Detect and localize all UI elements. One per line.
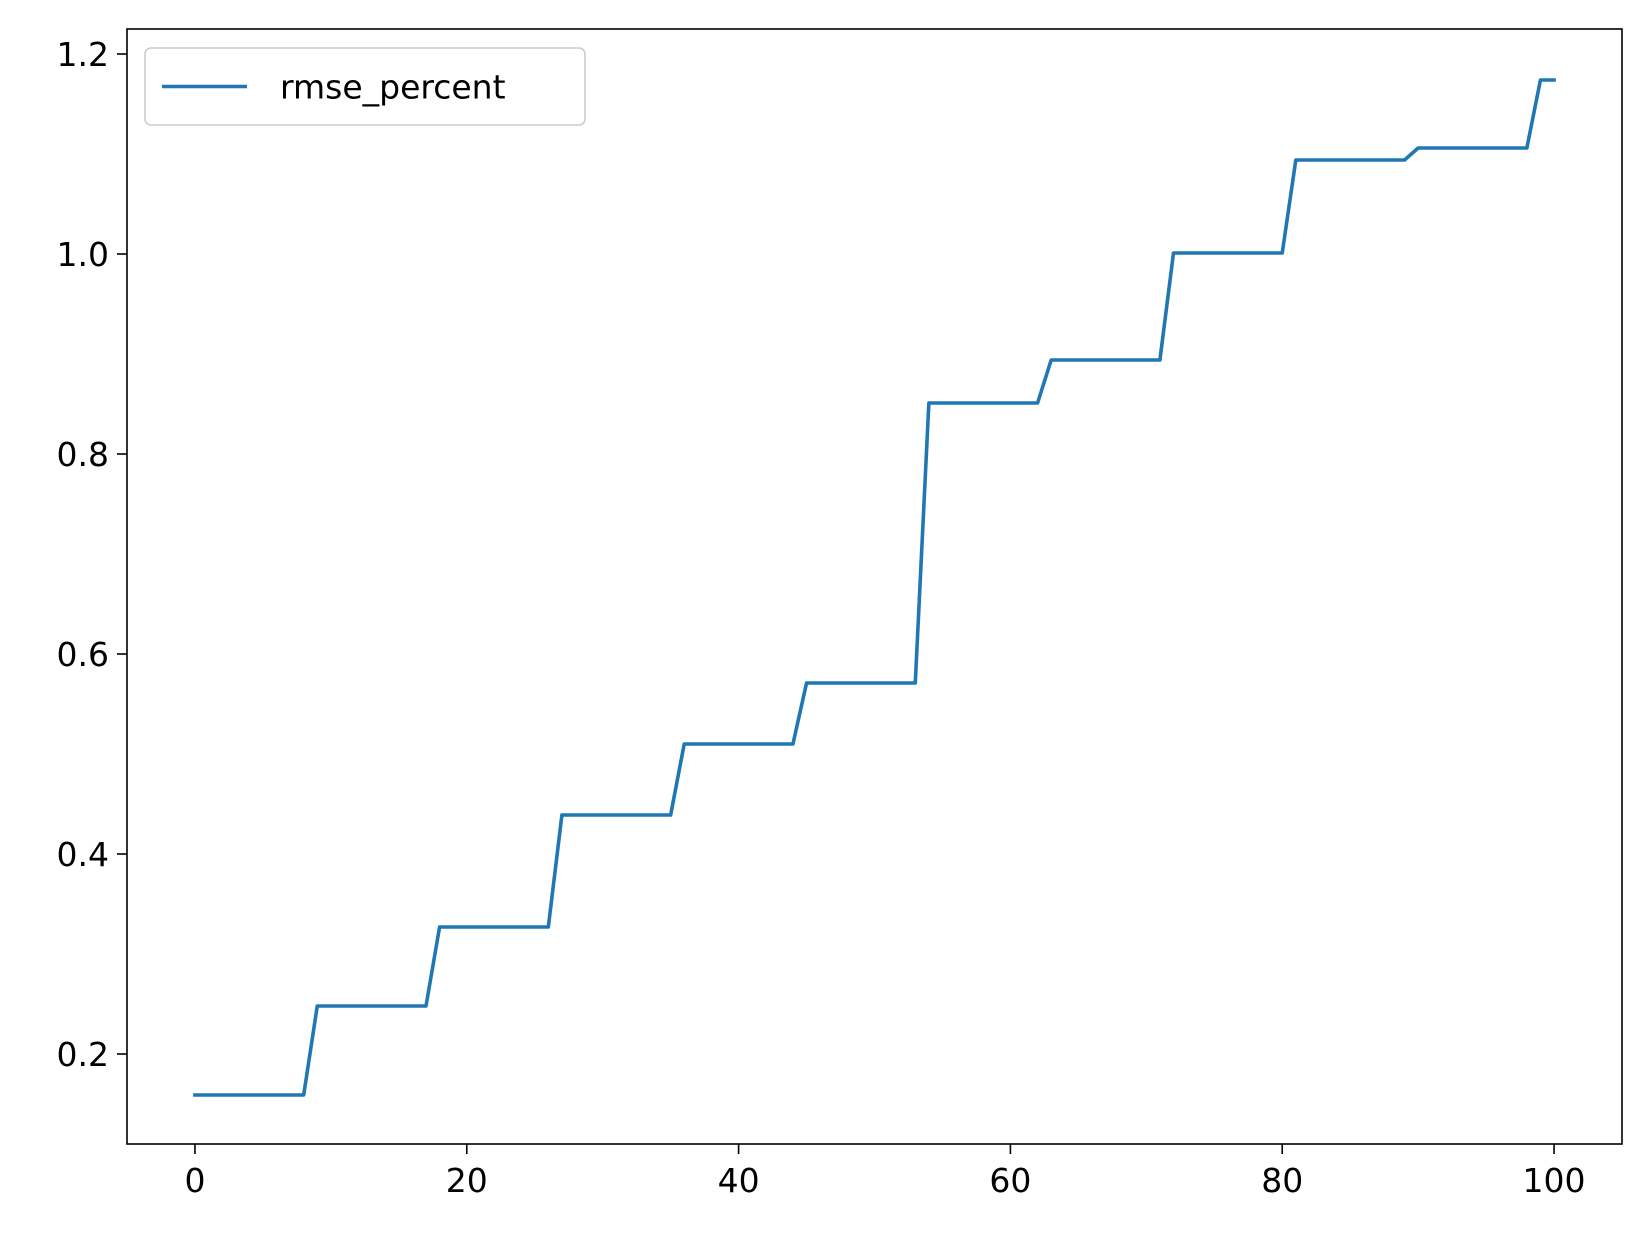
x-tick-label: 0 bbox=[184, 1161, 205, 1200]
x-tick-label: 60 bbox=[989, 1161, 1031, 1200]
legend: rmse_percent bbox=[144, 47, 586, 126]
x-tick-label: 100 bbox=[1523, 1161, 1586, 1200]
y-axis: 0.2 0.4 0.6 0.8 1.0 1.2 bbox=[57, 35, 127, 1074]
y-tick-label: 0.6 bbox=[57, 635, 109, 674]
legend-label: rmse_percent bbox=[280, 68, 506, 107]
x-tick-label: 80 bbox=[1261, 1161, 1303, 1200]
x-tick-label: 20 bbox=[446, 1161, 488, 1200]
y-tick-label: 1.0 bbox=[57, 235, 109, 274]
x-axis: 0 20 40 60 80 100 bbox=[184, 1144, 1586, 1200]
axes-frame bbox=[126, 28, 1623, 1145]
series-layer bbox=[193, 78, 1556, 1097]
y-tick-label: 0.4 bbox=[57, 835, 109, 874]
y-tick-label: 0.8 bbox=[57, 435, 109, 474]
plot-area bbox=[126, 28, 1623, 1145]
legend-box bbox=[144, 47, 586, 126]
y-tick-label: 1.2 bbox=[57, 35, 109, 74]
y-tick-label: 0.2 bbox=[57, 1035, 109, 1074]
series-line-rmse-percent bbox=[193, 78, 1556, 1097]
x-tick-label: 40 bbox=[718, 1161, 760, 1200]
